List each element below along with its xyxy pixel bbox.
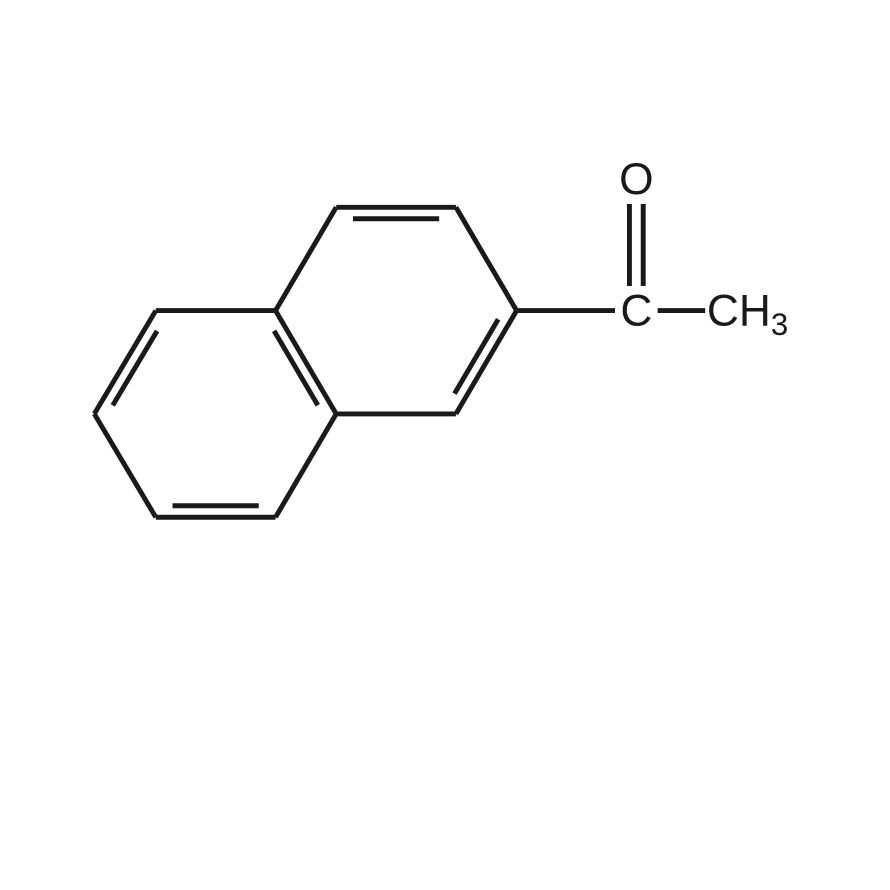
bond-line [94, 414, 156, 517]
atom-label: C [620, 286, 652, 335]
atom-label: CH3 [707, 286, 788, 342]
bond-line [456, 207, 517, 310]
bond-line [276, 311, 337, 414]
bond-line [276, 414, 337, 517]
bond-line [456, 311, 517, 414]
molecule-canvas: O C CH3 [0, 0, 890, 890]
bond-line [276, 207, 337, 310]
bond-line [94, 311, 156, 414]
atom-label: O [619, 155, 653, 204]
